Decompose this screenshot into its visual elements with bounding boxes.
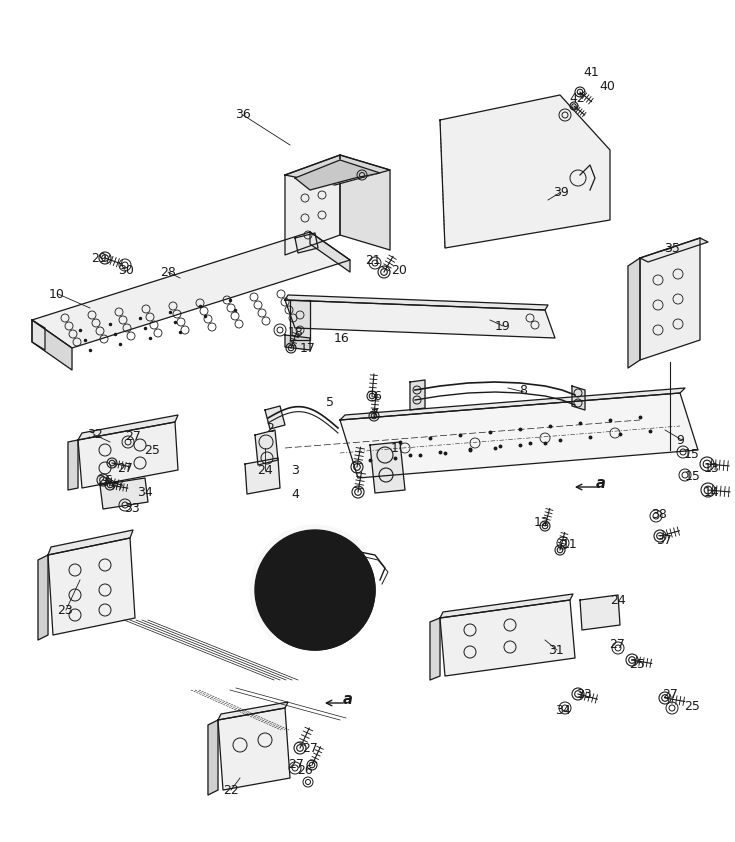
- Polygon shape: [430, 618, 440, 680]
- Polygon shape: [38, 555, 48, 640]
- Polygon shape: [48, 538, 135, 635]
- Text: 18: 18: [288, 326, 304, 338]
- Text: 33: 33: [124, 502, 140, 514]
- Text: 24: 24: [610, 594, 626, 606]
- Text: 27: 27: [288, 759, 304, 771]
- Text: 14: 14: [704, 486, 720, 498]
- Text: 20: 20: [391, 264, 407, 276]
- Text: 13: 13: [704, 461, 720, 475]
- Polygon shape: [340, 155, 390, 250]
- Polygon shape: [218, 708, 290, 790]
- Text: 26: 26: [97, 473, 113, 487]
- Text: 42: 42: [569, 92, 585, 104]
- Text: 41: 41: [583, 66, 599, 78]
- Text: 38: 38: [651, 509, 667, 521]
- Text: 24: 24: [257, 463, 273, 477]
- Text: 23: 23: [57, 604, 73, 616]
- Text: 31: 31: [548, 643, 564, 657]
- Text: 30: 30: [118, 264, 134, 276]
- Polygon shape: [440, 95, 610, 248]
- Text: 32: 32: [87, 429, 103, 441]
- Text: 21: 21: [365, 254, 381, 268]
- Text: 9: 9: [676, 434, 684, 446]
- Polygon shape: [410, 380, 425, 410]
- Text: 17: 17: [300, 342, 316, 354]
- Polygon shape: [640, 238, 700, 360]
- Text: 27: 27: [662, 689, 678, 701]
- Polygon shape: [628, 258, 640, 368]
- Polygon shape: [295, 160, 380, 190]
- Text: 10: 10: [49, 287, 65, 301]
- Polygon shape: [265, 406, 285, 429]
- Text: 33: 33: [576, 689, 592, 701]
- Polygon shape: [640, 238, 708, 262]
- Circle shape: [255, 530, 375, 650]
- Polygon shape: [48, 530, 133, 555]
- Text: 6: 6: [373, 390, 381, 402]
- Polygon shape: [208, 720, 218, 795]
- Text: 16: 16: [334, 332, 350, 344]
- Polygon shape: [285, 300, 555, 338]
- Polygon shape: [32, 232, 350, 348]
- Polygon shape: [310, 232, 350, 272]
- Text: 27: 27: [125, 430, 141, 444]
- Text: 34: 34: [555, 704, 571, 717]
- Text: 40: 40: [599, 79, 615, 93]
- Text: 3: 3: [291, 463, 299, 477]
- Polygon shape: [285, 155, 390, 185]
- Polygon shape: [218, 702, 288, 720]
- Polygon shape: [572, 386, 585, 410]
- Text: 25: 25: [629, 658, 645, 672]
- Text: 26: 26: [297, 764, 313, 776]
- Text: 34: 34: [137, 487, 153, 499]
- Polygon shape: [100, 478, 148, 509]
- Text: 37: 37: [656, 534, 672, 546]
- Text: 1: 1: [391, 441, 399, 455]
- Polygon shape: [245, 458, 280, 494]
- Text: 15: 15: [684, 447, 700, 461]
- Text: 8: 8: [519, 383, 527, 397]
- Text: 25: 25: [144, 444, 160, 456]
- Polygon shape: [295, 233, 318, 253]
- Text: 11: 11: [562, 539, 578, 552]
- Polygon shape: [340, 393, 698, 478]
- Polygon shape: [290, 300, 310, 340]
- Polygon shape: [440, 600, 575, 676]
- Polygon shape: [440, 594, 573, 618]
- Text: 12: 12: [534, 515, 550, 529]
- Text: a: a: [343, 692, 353, 707]
- Text: 39: 39: [553, 185, 569, 199]
- Polygon shape: [285, 155, 340, 255]
- Text: a: a: [596, 477, 606, 492]
- Polygon shape: [32, 320, 72, 370]
- Polygon shape: [285, 335, 310, 350]
- Text: 35: 35: [664, 242, 680, 254]
- Polygon shape: [340, 388, 685, 420]
- Text: 27: 27: [302, 742, 318, 754]
- Text: 29: 29: [91, 252, 107, 264]
- Polygon shape: [32, 320, 45, 350]
- Text: 27: 27: [609, 638, 625, 652]
- Polygon shape: [370, 442, 405, 493]
- Text: 19: 19: [495, 319, 511, 333]
- Text: 22: 22: [223, 784, 239, 797]
- Text: 36: 36: [235, 109, 251, 121]
- Text: 5: 5: [326, 396, 334, 408]
- Text: 25: 25: [684, 700, 700, 712]
- Text: 2: 2: [266, 422, 274, 434]
- Polygon shape: [78, 422, 178, 488]
- Polygon shape: [580, 595, 620, 630]
- Polygon shape: [68, 440, 78, 490]
- Polygon shape: [255, 430, 278, 465]
- Polygon shape: [78, 415, 178, 440]
- Text: 7: 7: [371, 408, 379, 422]
- Polygon shape: [285, 295, 548, 310]
- Text: 27: 27: [117, 461, 133, 475]
- Text: 15: 15: [685, 470, 701, 482]
- Text: 28: 28: [160, 265, 176, 279]
- Text: 4: 4: [291, 488, 299, 502]
